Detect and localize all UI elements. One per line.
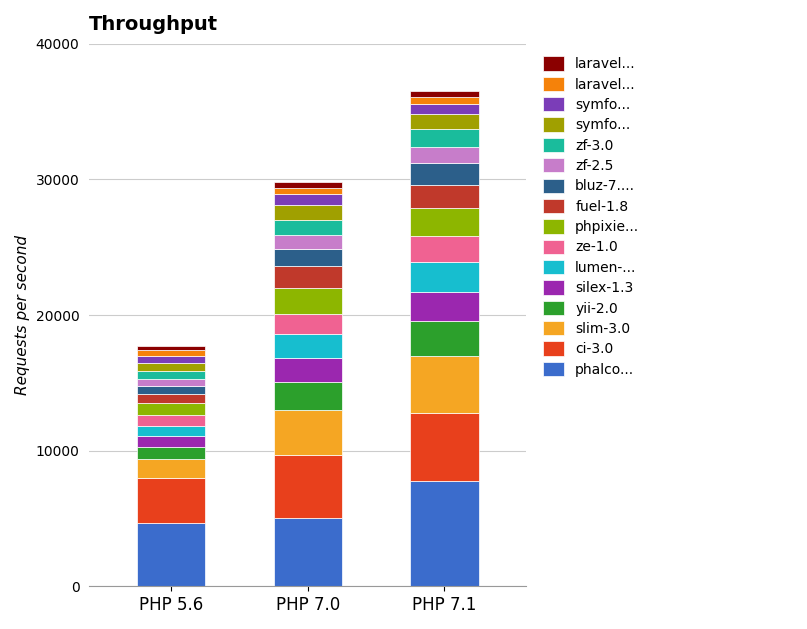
Bar bbox=[137, 362, 205, 370]
Bar bbox=[137, 459, 205, 478]
Bar bbox=[137, 350, 205, 356]
Bar bbox=[274, 382, 342, 410]
Bar bbox=[137, 415, 205, 426]
Bar bbox=[274, 194, 342, 205]
Legend: laravel..., laravel..., symfo..., symfo..., zf-3.0, zf-2.5, bluz-7...., fuel-1.8: laravel..., laravel..., symfo..., symfo.… bbox=[537, 51, 645, 382]
Bar bbox=[274, 235, 342, 248]
Bar bbox=[410, 147, 479, 163]
Bar bbox=[137, 386, 205, 394]
Bar bbox=[137, 523, 205, 586]
Bar bbox=[410, 262, 479, 292]
Bar bbox=[410, 237, 479, 262]
Bar bbox=[410, 91, 479, 97]
Bar bbox=[137, 394, 205, 403]
Bar bbox=[274, 518, 342, 586]
Bar bbox=[274, 248, 342, 266]
Bar bbox=[274, 266, 342, 288]
Bar bbox=[137, 347, 205, 350]
Bar bbox=[274, 314, 342, 334]
Bar bbox=[137, 436, 205, 447]
Bar bbox=[274, 359, 342, 382]
Bar bbox=[137, 426, 205, 436]
Bar bbox=[410, 321, 479, 356]
Bar bbox=[137, 403, 205, 415]
Bar bbox=[274, 220, 342, 235]
Bar bbox=[137, 447, 205, 459]
Bar bbox=[410, 163, 479, 185]
Bar bbox=[137, 356, 205, 362]
Bar bbox=[410, 208, 479, 237]
Bar bbox=[410, 185, 479, 208]
Bar bbox=[274, 205, 342, 220]
Text: Throughput: Throughput bbox=[89, 15, 218, 34]
Bar bbox=[274, 455, 342, 518]
Bar bbox=[274, 182, 342, 187]
Bar bbox=[137, 370, 205, 379]
Bar bbox=[274, 410, 342, 455]
Bar bbox=[410, 356, 479, 413]
Bar bbox=[274, 187, 342, 194]
Bar bbox=[410, 114, 479, 130]
Bar bbox=[410, 292, 479, 321]
Bar bbox=[410, 104, 479, 114]
Bar bbox=[410, 481, 479, 586]
Y-axis label: Requests per second: Requests per second bbox=[15, 235, 30, 395]
Bar bbox=[274, 288, 342, 314]
Bar bbox=[410, 97, 479, 104]
Bar bbox=[410, 130, 479, 147]
Bar bbox=[274, 334, 342, 359]
Bar bbox=[137, 478, 205, 523]
Bar bbox=[410, 413, 479, 481]
Bar bbox=[137, 379, 205, 386]
